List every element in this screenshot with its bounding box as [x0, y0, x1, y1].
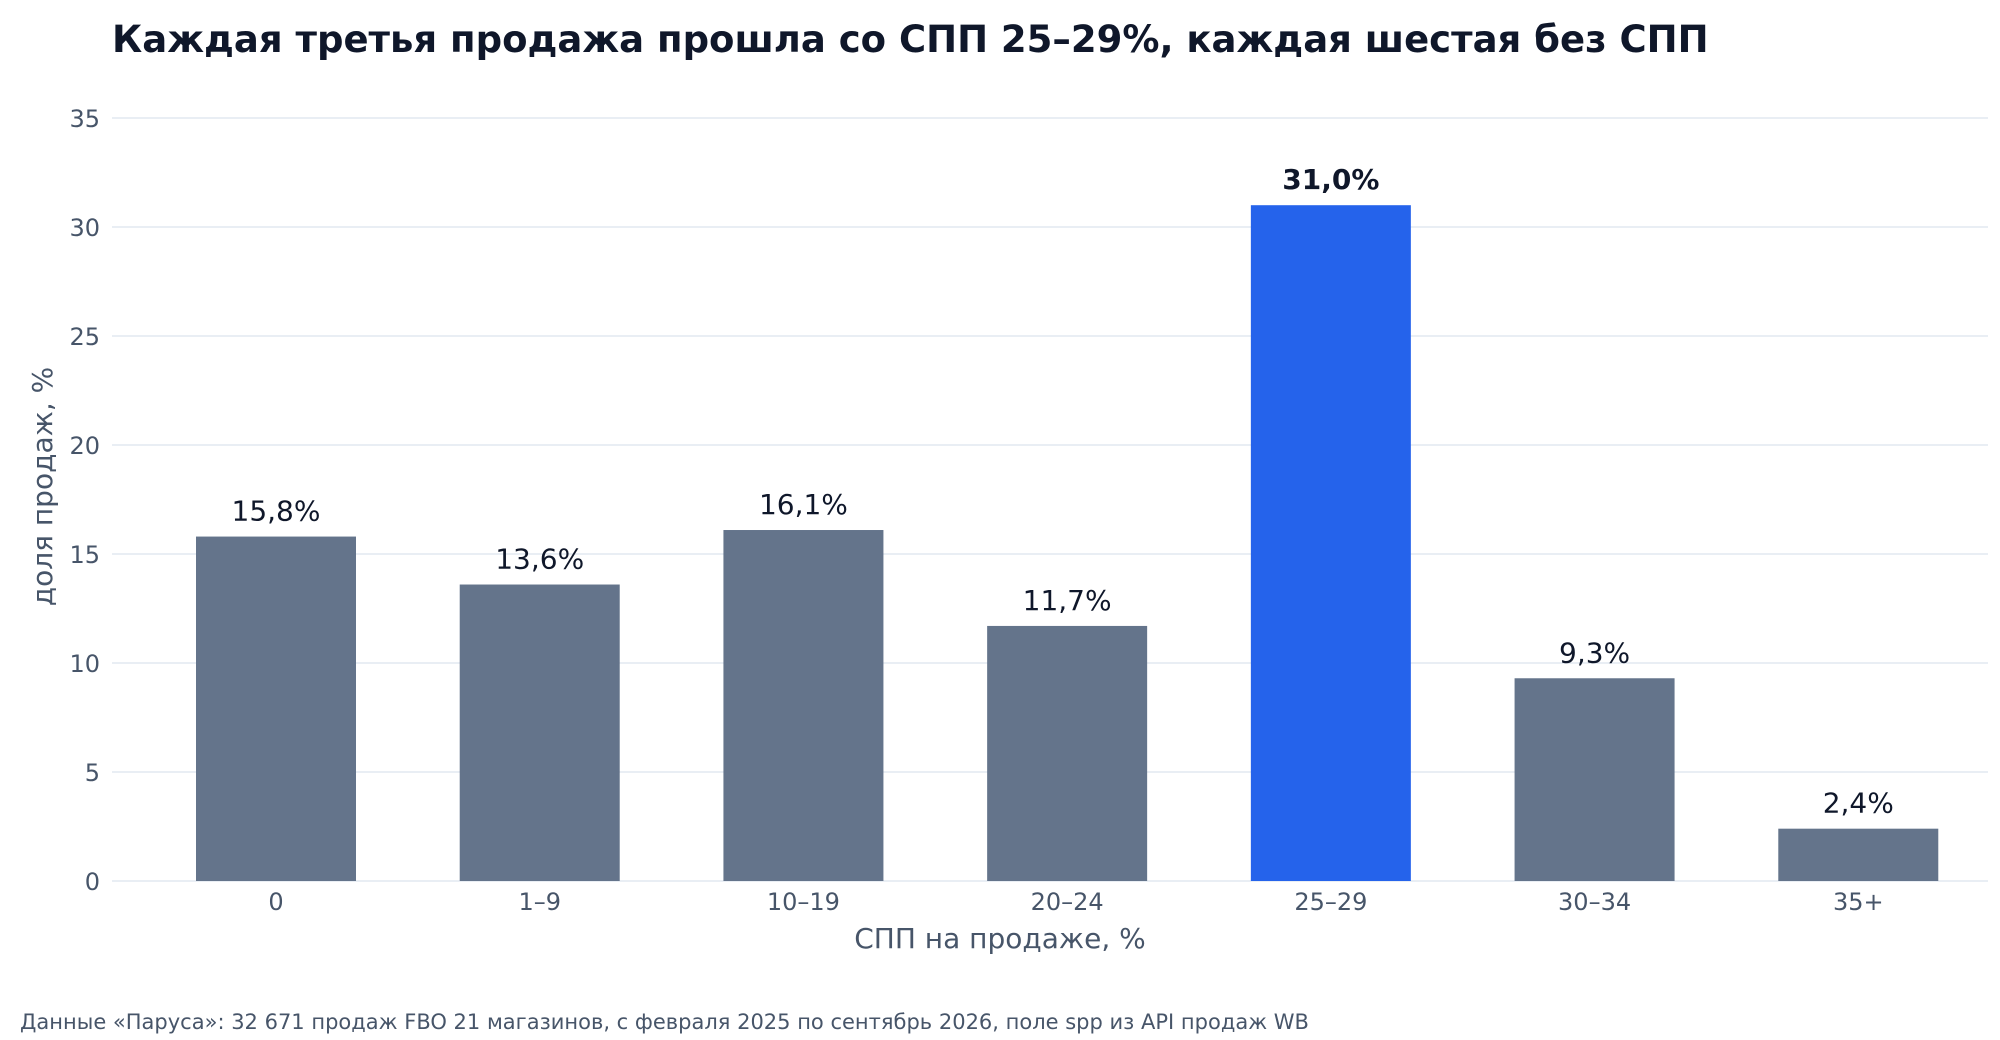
bar — [1514, 678, 1675, 881]
y-tick-label: 20 — [69, 432, 100, 460]
y-tick-label: 35 — [69, 105, 100, 133]
y-tick-label: 10 — [69, 650, 100, 678]
x-tick-label: 20–24 — [1031, 888, 1104, 916]
data-label: 13,6% — [495, 543, 584, 576]
x-tick-label: 10–19 — [767, 888, 840, 916]
y-tick-label: 5 — [85, 759, 100, 787]
bar — [723, 530, 884, 881]
bar — [1250, 205, 1411, 881]
x-tick-label: 30–34 — [1558, 888, 1631, 916]
bar — [196, 536, 356, 881]
x-tick-label: 35+ — [1833, 888, 1884, 916]
x-tick-label: 25–29 — [1294, 888, 1367, 916]
x-tick-label: 1–9 — [518, 888, 561, 916]
bars — [196, 205, 1939, 881]
value-labels: 15,8% 13,6% 16,1% 11,7% 31,0% 9,3% 2,4% — [232, 163, 1894, 819]
data-source-footnote: Данные «Паруса»: 32 671 продаж FBO 21 ма… — [20, 1010, 1309, 1034]
x-tick-label: 0 — [268, 888, 283, 916]
x-axis-ticks: 0 1–9 10–19 20–24 25–29 30–34 35+ — [268, 888, 1883, 916]
data-label: 31,0% — [1282, 163, 1379, 196]
data-label: 15,8% — [232, 495, 321, 528]
y-tick-label: 30 — [69, 214, 100, 242]
data-label: 11,7% — [1023, 584, 1112, 617]
y-axis-title: доля продаж, % — [26, 367, 59, 607]
bar — [459, 584, 620, 881]
data-label: 16,1% — [759, 488, 848, 521]
chart-title: Каждая третья продажа прошла со СПП 25–2… — [112, 18, 1709, 61]
bar — [987, 625, 1148, 881]
bar — [1778, 828, 1939, 881]
y-axis-ticks: 0 5 10 15 20 25 30 35 — [69, 105, 100, 896]
data-label: 2,4% — [1823, 787, 1894, 820]
data-label: 9,3% — [1559, 636, 1630, 669]
y-tick-label: 15 — [69, 541, 100, 569]
y-tick-label: 25 — [69, 323, 100, 351]
x-axis-title: СПП на продаже, % — [854, 922, 1146, 955]
y-tick-label: 0 — [85, 868, 100, 896]
